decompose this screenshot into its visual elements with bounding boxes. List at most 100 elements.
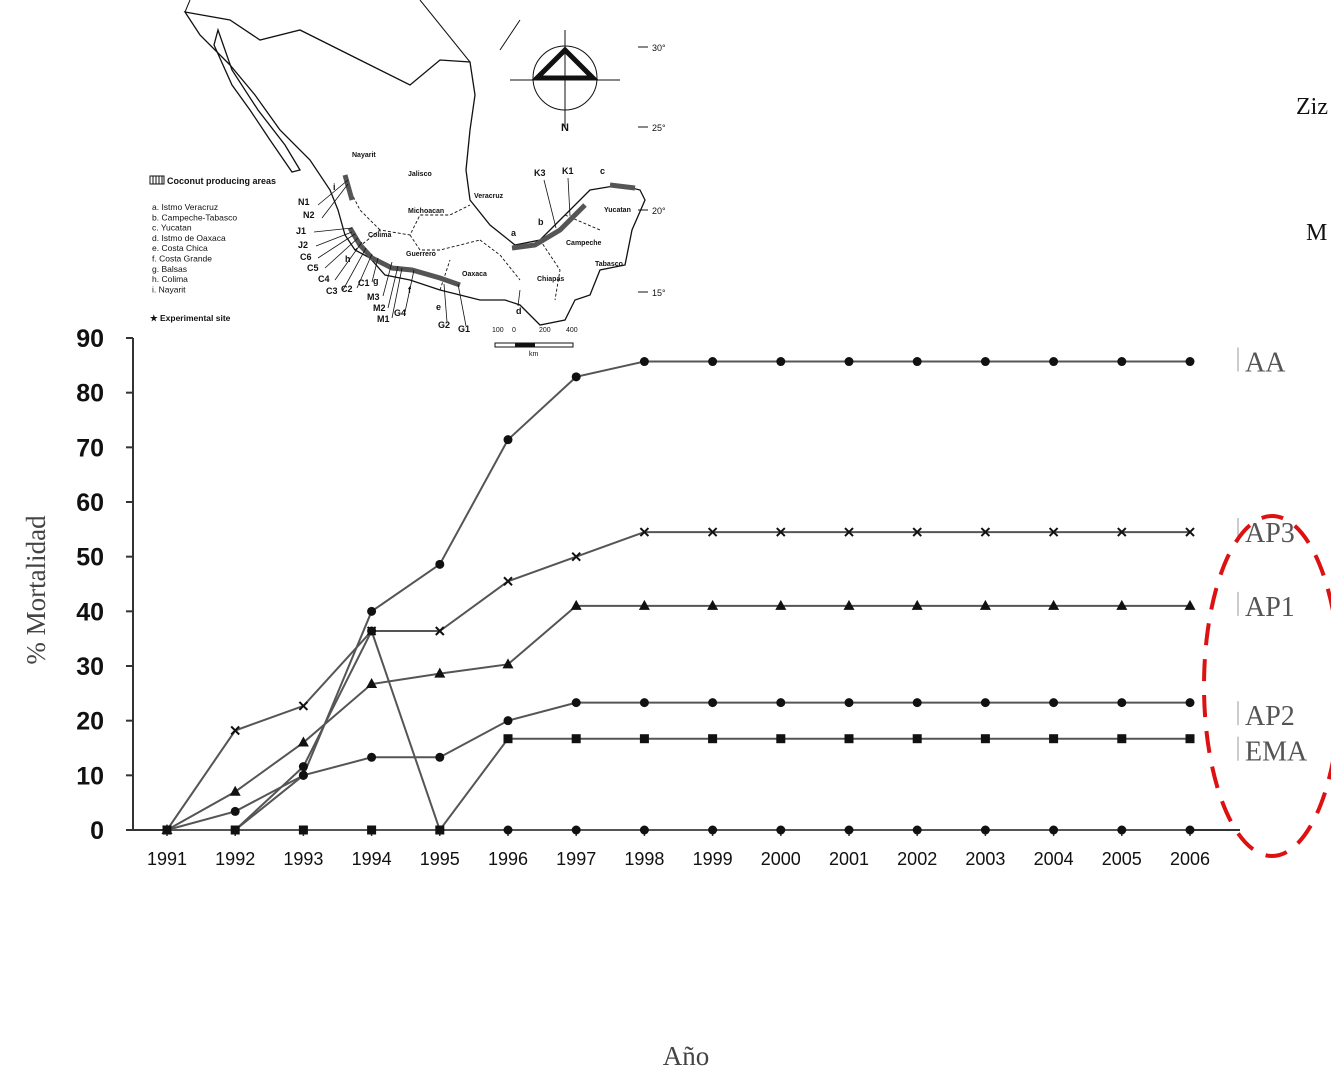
y-tick-label: 30 bbox=[76, 653, 104, 681]
data-point bbox=[503, 435, 513, 445]
line-chart: 0 10 20 30 40 50 60 70 80 90 1991 1992 1993 1994 1995 1… bbox=[21, 325, 1331, 1071]
data-point bbox=[230, 806, 240, 816]
data-point bbox=[1185, 734, 1195, 744]
region-letter: a bbox=[511, 228, 517, 238]
data-point bbox=[1117, 698, 1127, 708]
state-label: Oaxaca bbox=[462, 271, 487, 278]
data-point bbox=[844, 357, 854, 367]
series-label: EMA bbox=[1245, 737, 1308, 768]
svg-text:km: km bbox=[529, 351, 539, 358]
data-point bbox=[776, 357, 786, 367]
series-line bbox=[166, 531, 1190, 831]
site-code-label: C5 bbox=[307, 263, 319, 273]
state-label: Tabasco bbox=[595, 261, 623, 268]
data-point bbox=[434, 667, 446, 678]
data-point bbox=[1185, 698, 1195, 708]
data-point bbox=[1117, 357, 1127, 367]
data-point bbox=[571, 372, 581, 382]
series-line bbox=[167, 737, 1190, 831]
region-letter: c bbox=[600, 166, 605, 176]
data-point bbox=[230, 725, 240, 736]
data-point bbox=[162, 825, 172, 835]
svg-text:400: 400 bbox=[566, 327, 578, 334]
site-code-label: M2 bbox=[373, 303, 386, 313]
data-point bbox=[571, 698, 581, 708]
latitude-ticks: 30° 25° 20° 15° bbox=[638, 43, 666, 298]
data-point bbox=[570, 599, 582, 610]
compass-icon bbox=[510, 30, 620, 128]
data-point bbox=[980, 527, 991, 537]
data-point bbox=[639, 527, 650, 537]
data-point bbox=[503, 576, 513, 586]
scale-bar: 100 0 200 400 km bbox=[492, 327, 578, 358]
x-tick-label: 1994 bbox=[352, 849, 392, 869]
y-tick-label: 80 bbox=[76, 380, 104, 408]
data-point bbox=[1117, 734, 1127, 744]
side-text-top: Ziz bbox=[1296, 94, 1328, 120]
coconut-coast-hatch bbox=[342, 174, 636, 288]
data-point bbox=[843, 599, 855, 610]
x-tick-label: 2004 bbox=[1034, 849, 1074, 869]
data-point bbox=[776, 698, 786, 708]
data-point bbox=[435, 559, 445, 569]
site-pointer-lines bbox=[313, 177, 571, 327]
site-code-label: C3 bbox=[326, 286, 338, 296]
legend-item: d. Istmo de Oaxaca bbox=[152, 233, 226, 243]
data-point bbox=[366, 678, 378, 689]
series-line bbox=[167, 701, 1190, 831]
data-point bbox=[708, 698, 718, 708]
state-label: Nayarit bbox=[352, 152, 376, 159]
data-point bbox=[503, 734, 513, 744]
data-point bbox=[639, 734, 649, 744]
north-label: N bbox=[561, 122, 569, 134]
state-label: Michoacan bbox=[408, 208, 444, 215]
legend-item: a. Istmo Veracruz bbox=[152, 202, 218, 212]
data-point bbox=[367, 752, 377, 762]
x-tick-label: 1992 bbox=[215, 849, 255, 869]
data-point bbox=[298, 762, 308, 772]
y-tick-label: 10 bbox=[76, 762, 104, 790]
data-point bbox=[1048, 527, 1059, 537]
data-point bbox=[912, 698, 922, 708]
latitude-label: 30° bbox=[652, 43, 666, 53]
data-point bbox=[776, 825, 786, 835]
experimental-site-label: ★ Experimental site bbox=[150, 313, 231, 323]
x-tick-label: 1996 bbox=[488, 849, 528, 869]
data-point bbox=[639, 357, 649, 367]
legend-item: g. Balsas bbox=[152, 264, 187, 274]
data-point bbox=[503, 716, 513, 726]
x-tick-label: 2005 bbox=[1102, 849, 1142, 869]
series-label: AP1 bbox=[1245, 592, 1295, 623]
data-point bbox=[367, 606, 377, 616]
x-tick-label: 1999 bbox=[693, 849, 733, 869]
data-point bbox=[571, 734, 581, 744]
data-point bbox=[912, 734, 922, 744]
y-axis-title: % Mortalidad bbox=[21, 515, 51, 665]
site-code-label: M3 bbox=[367, 292, 380, 302]
data-point bbox=[844, 825, 854, 835]
region-letter: e bbox=[436, 302, 441, 312]
baja-california bbox=[213, 27, 302, 173]
series-label: AA bbox=[1245, 348, 1286, 379]
y-tick-label: 90 bbox=[76, 325, 104, 353]
data-point bbox=[435, 626, 445, 636]
svg-text:200: 200 bbox=[539, 327, 551, 334]
state-borders bbox=[349, 189, 601, 301]
data-point bbox=[776, 734, 786, 744]
data-point bbox=[775, 599, 787, 610]
site-code-label: C6 bbox=[300, 252, 312, 262]
region-letter: d bbox=[516, 306, 522, 316]
site-code-label: G4 bbox=[394, 308, 406, 318]
data-point bbox=[638, 599, 650, 610]
data-point bbox=[1049, 357, 1059, 367]
y-tick-label: 20 bbox=[76, 708, 104, 736]
data-point bbox=[367, 626, 377, 636]
site-code-label: C2 bbox=[341, 284, 353, 294]
x-tick-label: 1995 bbox=[420, 849, 460, 869]
data-point bbox=[639, 825, 649, 835]
data-point bbox=[844, 527, 854, 537]
legend-item: i. Nayarit bbox=[152, 284, 186, 294]
y-tick-label: 60 bbox=[76, 489, 104, 517]
legend-item: f. Costa Grande bbox=[152, 254, 212, 264]
